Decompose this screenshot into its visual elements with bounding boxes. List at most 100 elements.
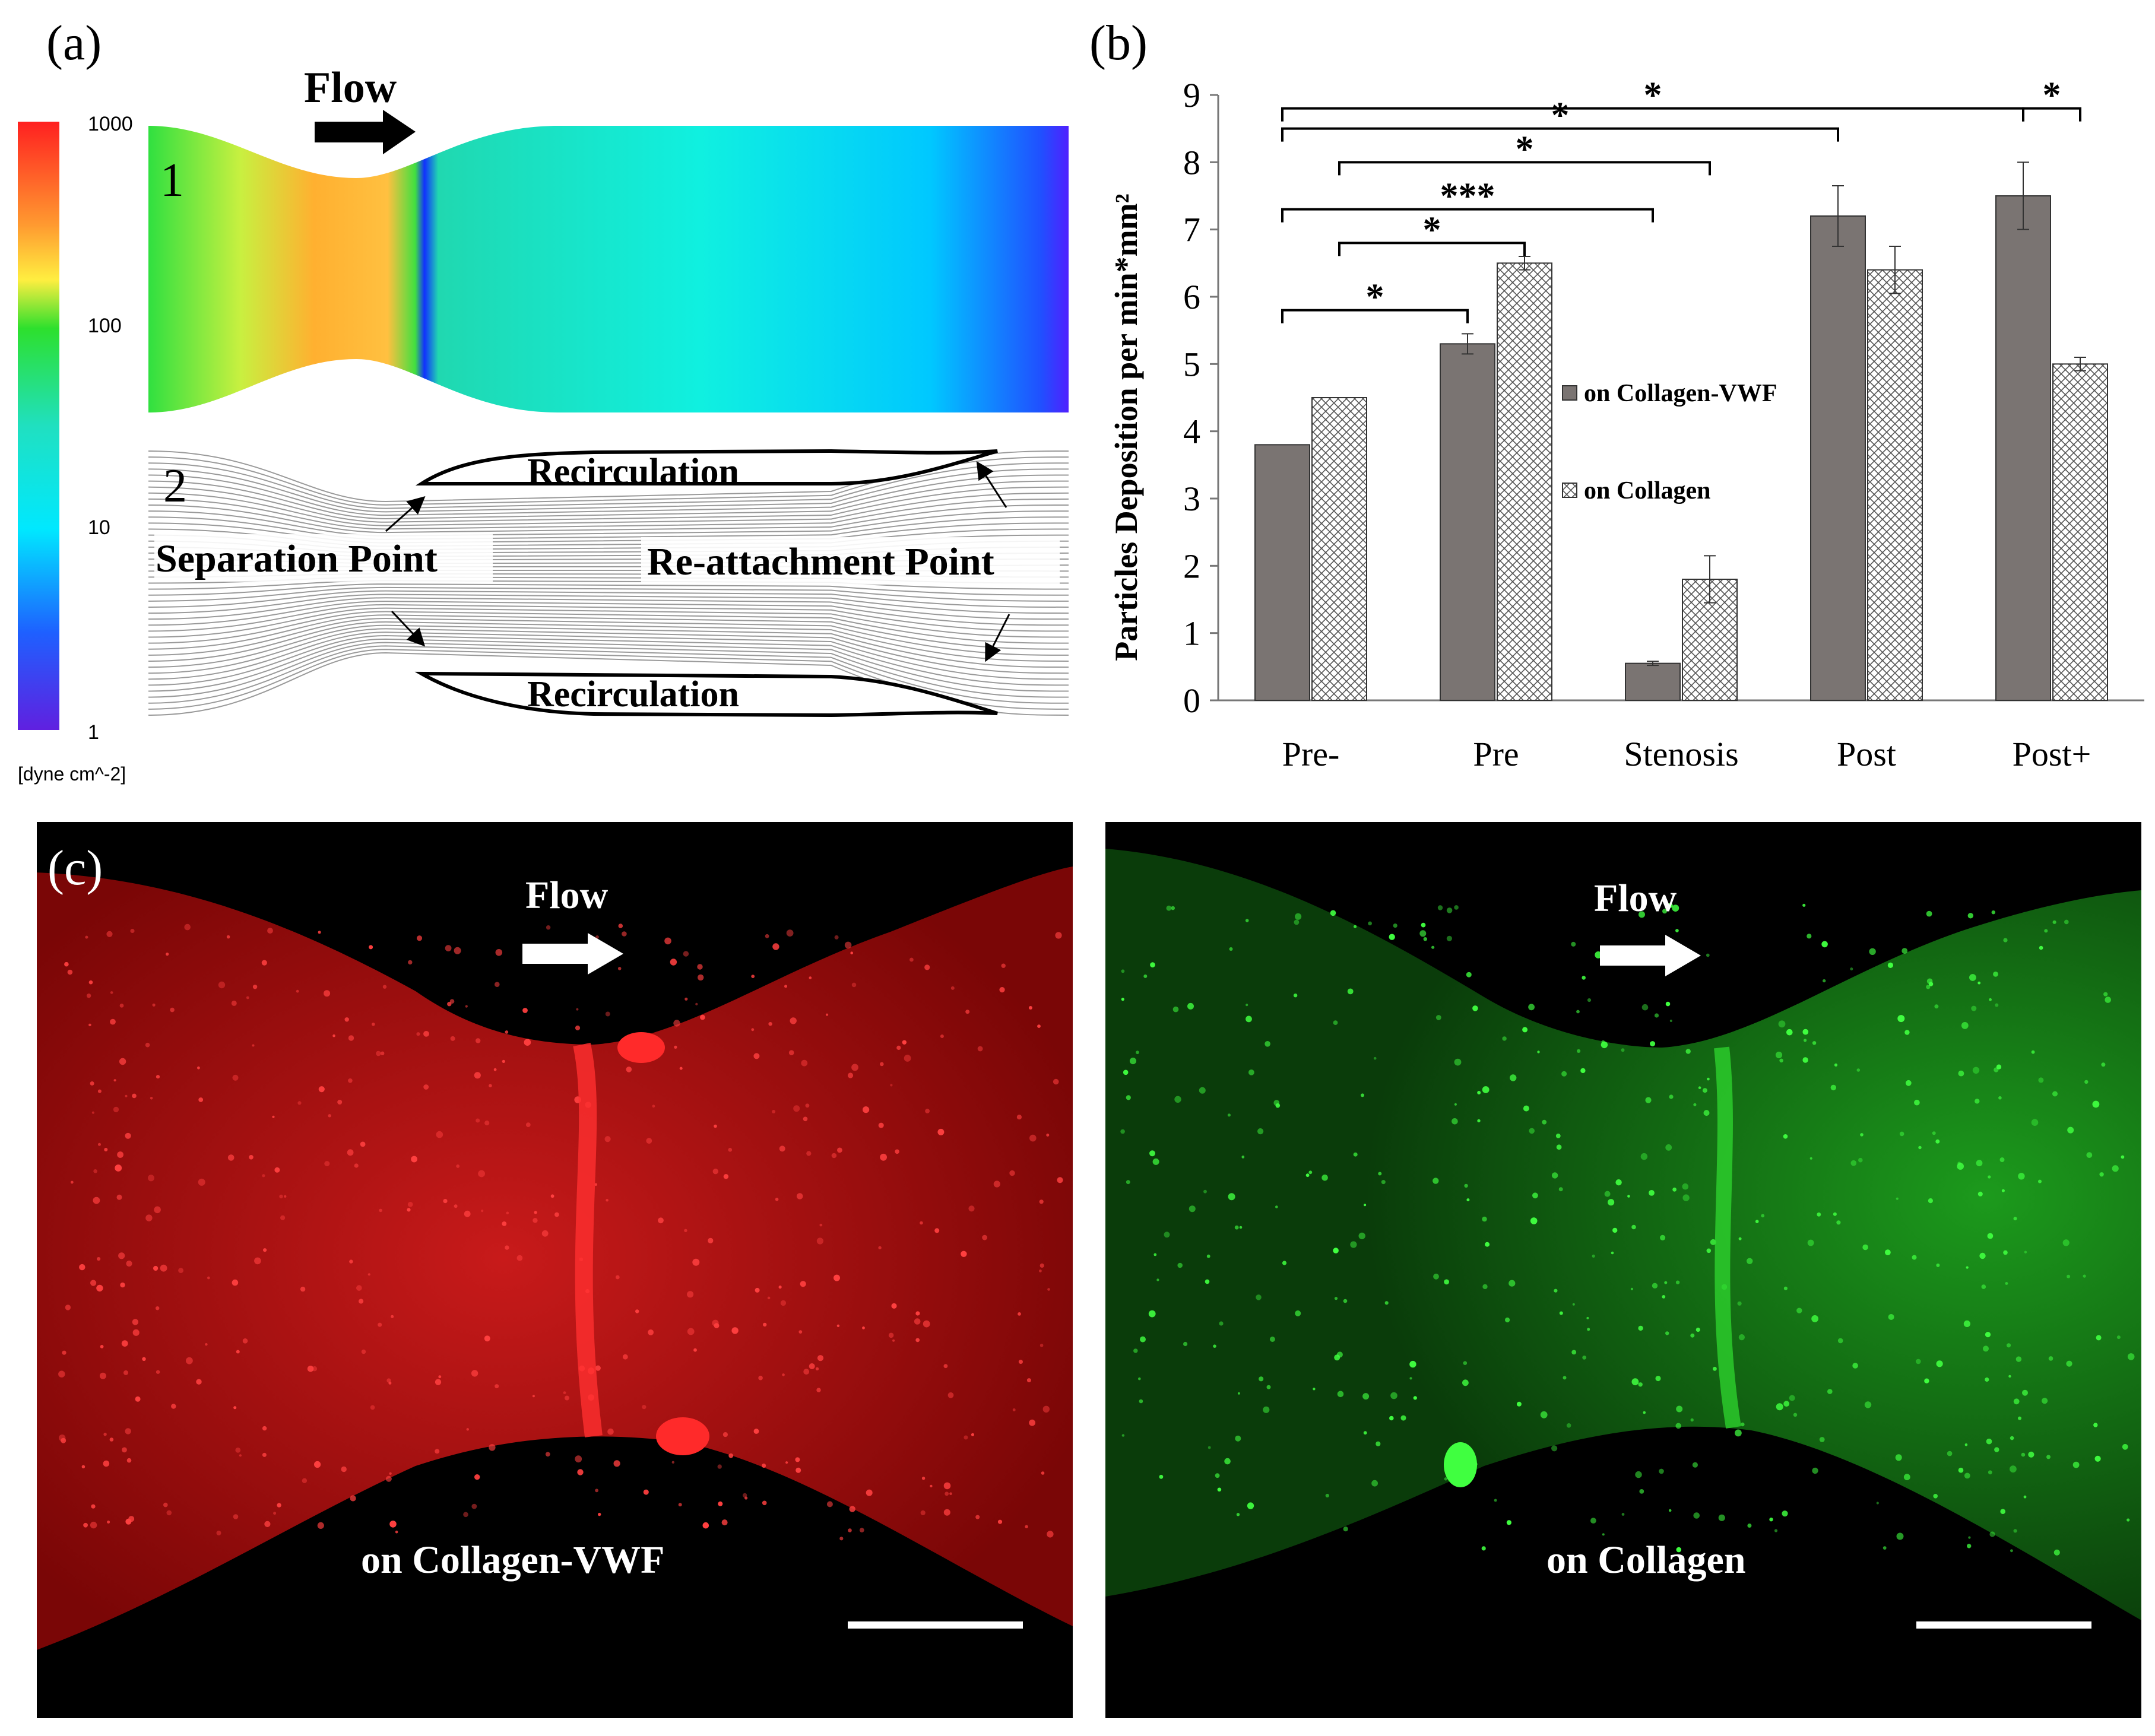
panel-c-label: (c)	[47, 840, 103, 896]
streamline	[148, 498, 1069, 530]
scale-bar-left	[848, 1621, 1023, 1629]
chart-bars	[1254, 161, 2108, 702]
x-tick-label: Post+	[2013, 735, 2091, 773]
significance-bracket	[1338, 242, 1526, 256]
y-tick-label: 1	[1183, 614, 1200, 653]
reattachment-arrow-top	[976, 461, 1007, 508]
colorbar-unit: [dyne cm^-2]	[18, 763, 126, 785]
y-tick-label: 9	[1183, 76, 1200, 115]
streamline	[148, 580, 1069, 590]
colorbar-tick-100: 100	[88, 315, 122, 337]
significance-mark: *	[1366, 277, 1384, 318]
significance-mark: *	[2043, 75, 2061, 116]
streamline	[148, 638, 1069, 692]
streamline	[148, 649, 1069, 710]
caption-collagen: on Collagen	[1546, 1538, 1746, 1582]
significance-bracket	[1281, 208, 1654, 223]
bar-collagen-vwf-0	[1254, 444, 1310, 701]
streamline	[148, 528, 1069, 547]
streamline	[148, 450, 1069, 503]
significance-mark: *	[1644, 75, 1662, 116]
legend-label-collagen: on Collagen	[1584, 477, 1711, 504]
significance-bracket	[1281, 127, 1839, 142]
flow-label-a: Flow	[304, 64, 397, 112]
streamline	[148, 601, 1069, 626]
y-tick-label: 5	[1183, 345, 1200, 383]
significance-mark: *	[1551, 96, 1570, 136]
bar-collagen-1	[1497, 262, 1552, 702]
streamline	[148, 456, 1069, 506]
streamline	[148, 516, 1069, 540]
separation-arrow-bottom	[391, 610, 426, 647]
x-tick-label: Pre	[1473, 735, 1519, 773]
panel-a-label: (a)	[46, 15, 102, 71]
bar-collagen-vwf-4	[1995, 195, 2051, 701]
streamline	[148, 586, 1069, 602]
caption-collagen-vwf: on Collagen-VWF	[361, 1538, 665, 1582]
panel-b-label: (b)	[1089, 15, 1148, 71]
flow-arrow-a	[315, 110, 416, 154]
significance-mark: ***	[1440, 176, 1495, 217]
streamline	[148, 652, 1069, 716]
streamline	[148, 594, 1069, 614]
streamline	[148, 635, 1069, 686]
significance-brackets: *********	[1281, 75, 2081, 323]
panel-c: (c) Flow Flow on Collagen-VWF on Collage…	[37, 822, 2141, 1718]
streamline	[148, 522, 1069, 544]
panel-a: (a) 1000 100 10 1 [dyne cm^-2] 1 Flow 2 …	[18, 15, 1069, 785]
bar-collagen-vwf-1	[1440, 343, 1495, 701]
bar-collagen-vwf-3	[1810, 215, 1866, 701]
streamline	[148, 504, 1069, 534]
micrograph-collagen-vwf	[37, 822, 1073, 1718]
recirculation-top-label: Recirculation	[527, 452, 739, 492]
streamline	[148, 468, 1069, 513]
reattachment-arrow-bottom	[985, 614, 1010, 662]
x-tick-label: Post	[1837, 735, 1896, 773]
streamline	[148, 631, 1069, 680]
y-tick-label: 6	[1183, 278, 1200, 316]
flow-label-c-left: Flow	[525, 874, 609, 917]
streamline	[148, 510, 1069, 537]
streamline	[148, 621, 1069, 662]
streamline	[148, 486, 1069, 523]
streamline	[148, 474, 1069, 516]
subpanel-2-label: 2	[163, 460, 187, 512]
streamline	[148, 492, 1069, 526]
scale-bar-right	[1916, 1621, 2091, 1629]
bar-collagen-4	[2052, 363, 2108, 701]
recirculation-bottom-zone	[414, 671, 998, 718]
streamline	[148, 597, 1069, 620]
streamline	[148, 590, 1069, 608]
streamline	[148, 618, 1069, 656]
recirculation-top-zone	[415, 449, 998, 485]
streamline	[148, 624, 1069, 668]
colorbar-tick-10: 10	[88, 516, 110, 539]
legend-swatch-collagen-vwf	[1562, 385, 1577, 401]
streamline	[148, 642, 1069, 698]
channel-red	[37, 867, 1073, 1650]
y-tick-label: 3	[1183, 480, 1200, 518]
flow-arrow-c-right	[1600, 935, 1701, 976]
flow-label-c-right: Flow	[1594, 877, 1677, 920]
x-tick-label: Pre-	[1282, 735, 1340, 773]
x-tick-label: Stenosis	[1624, 735, 1738, 773]
streamline	[148, 611, 1069, 644]
significance-bracket	[1338, 161, 1711, 176]
separation-point-label: Separation Point	[156, 537, 438, 580]
streamline	[148, 604, 1069, 632]
colorbar: 1000 100 10 1 [dyne cm^-2]	[18, 113, 133, 785]
streamline	[148, 480, 1069, 519]
y-axis-label: Particles Deposition per min*mm²	[1108, 193, 1144, 661]
colorbar-tick-1000: 1000	[88, 113, 133, 135]
recirculation-bottom-label: Recirculation	[527, 674, 739, 715]
streamline	[148, 607, 1069, 638]
shear-stress-channel	[148, 126, 1069, 412]
y-tick-label: 4	[1183, 412, 1200, 451]
channel-green	[1105, 849, 2141, 1620]
bar-collagen-3	[1867, 269, 1923, 701]
y-tick-label: 7	[1183, 211, 1200, 249]
micrograph-collagen	[1105, 822, 2141, 1718]
legend-label-collagen-vwf: on Collagen-VWF	[1584, 380, 1777, 407]
colorbar-gradient	[18, 122, 59, 730]
